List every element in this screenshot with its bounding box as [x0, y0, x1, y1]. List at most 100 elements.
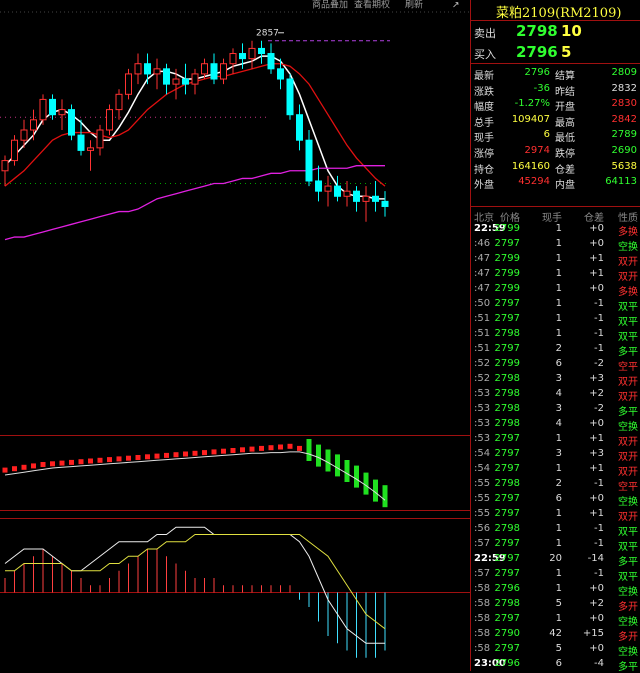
tick-cell: 42: [549, 628, 562, 639]
stat-row: 总手 109407 最高 2842: [471, 112, 640, 129]
stat-label: 总手: [474, 117, 494, 129]
stat-value: 2832: [611, 82, 637, 94]
indicator-dot: [202, 450, 207, 456]
tick-cell: 2797: [494, 568, 520, 579]
candle-body: [296, 114, 303, 141]
indicator-dot: [354, 465, 359, 488]
indicator-dot: [173, 452, 179, 458]
indicator-dot: [192, 450, 198, 456]
tick-cell: 1: [555, 568, 562, 579]
header-cell: 现手: [542, 213, 562, 224]
indicator-dot: [221, 448, 226, 454]
indicator-dot: [97, 457, 103, 463]
candle-body: [362, 195, 370, 202]
tick-cell: 2798: [494, 478, 520, 489]
tick-cell: 多平: [618, 662, 638, 673]
candle-body: [315, 180, 322, 192]
tick-cell: 空平: [618, 482, 638, 493]
candle-body: [68, 109, 75, 136]
candle-body: [172, 78, 180, 85]
candle-body: [153, 68, 161, 75]
toolbar-button[interactable]: 商品叠加: [312, 0, 348, 11]
tick-row: :58 2796 1 +0 空换: [471, 581, 640, 598]
title-row: 菜粕2109(RM2109): [471, 0, 640, 21]
indicator-dot: [50, 461, 55, 467]
candle-body: [324, 185, 332, 192]
candle-body: [163, 68, 170, 85]
tick-cell: 多开: [618, 602, 638, 613]
stat-value: 109407: [511, 113, 550, 125]
tick-cell: -1: [594, 298, 604, 309]
tick-row: :52 2799 6 -2 空平: [471, 356, 640, 373]
tick-cell: 2797: [494, 343, 520, 354]
candle-body: [134, 63, 142, 75]
tick-cell: :54: [474, 463, 491, 474]
tick-cell: 空换: [618, 497, 638, 508]
tick-cell: 2799: [494, 253, 520, 264]
tick-row: :50 2797 1 -1 双平: [471, 296, 640, 313]
tick-row: 23:00 2796 6 -4 多平: [471, 656, 640, 673]
candle-body: [248, 47, 256, 60]
tick-cell: 双开: [618, 257, 638, 268]
ask-row: 卖出 2798 10: [471, 21, 640, 42]
tick-cell: :53: [474, 433, 491, 444]
candle-body: [353, 190, 360, 202]
stat-label: 涨跌: [474, 86, 494, 98]
tick-cell: 2798: [494, 418, 520, 429]
bid-row: 买入 2796 5: [471, 42, 640, 64]
tick-cell: 4: [555, 418, 562, 429]
indicator-dot: [59, 460, 65, 466]
candle-body: [258, 47, 265, 55]
tick-row: :57 2797 1 -1 双平: [471, 566, 640, 583]
tick-cell: -2: [594, 403, 604, 414]
tick-row: :51 2798 1 -1 双平: [471, 326, 640, 343]
candle-body: [30, 119, 37, 131]
tick-cell: 2797: [494, 613, 520, 624]
tick-cell: 2797: [494, 508, 520, 519]
toolbar-button[interactable]: 刷新: [405, 0, 423, 11]
indicator-dot: [325, 449, 331, 472]
tick-cell: 2798: [494, 328, 520, 339]
tick-cell: 双开: [618, 512, 638, 523]
tick-cell: 1: [555, 523, 562, 534]
candle-body: [381, 200, 389, 207]
stat-label: 昨结: [555, 86, 575, 98]
high-label: 2857: [256, 28, 279, 38]
indicator-dot: [135, 455, 141, 460]
tick-cell: +0: [589, 283, 604, 294]
tick-cell: +15: [582, 628, 604, 639]
tick-cell: 20: [549, 553, 562, 564]
tick-row: :57 2797 1 -1 双平: [471, 536, 640, 553]
candle-body: [191, 73, 199, 85]
expand-icon[interactable]: ↗: [452, 1, 460, 11]
tick-cell: -2: [594, 358, 604, 369]
tick-cell: 2799: [494, 223, 520, 234]
candle-body: [277, 68, 284, 80]
tick-cell: 5: [555, 643, 562, 654]
tick-row: :46 2797 1 +0 空换: [471, 236, 640, 253]
toolbar-button[interactable]: 查看期权: [354, 0, 390, 11]
tick-cell: 2797: [494, 493, 520, 504]
tick-cell: 3: [555, 448, 562, 459]
moving-average: [4, 165, 385, 241]
tick-cell: 多平: [618, 557, 638, 568]
indicator-dot: [116, 456, 122, 462]
tick-cell: :56: [474, 523, 491, 534]
candle-body: [334, 185, 341, 197]
tick-cell: :54: [474, 448, 491, 459]
tick-cell: 1: [555, 313, 562, 324]
tick-cell: 1: [555, 613, 562, 624]
indicator-dot: [268, 445, 274, 451]
tick-cell: -14: [587, 553, 604, 564]
candle-body: [201, 63, 208, 75]
stat-row: 外盘 45294 内盘 64113: [471, 174, 640, 191]
stat-value: 2789: [611, 129, 637, 141]
tick-cell: 空平: [618, 362, 638, 373]
tick-cell: 2: [555, 478, 562, 489]
candle-body: [39, 98, 47, 121]
stat-value: 45294: [518, 176, 550, 188]
candle-body: [115, 93, 123, 111]
tick-cell: 4: [555, 388, 562, 399]
tick-cell: +3: [589, 448, 604, 459]
indicator-dot: [69, 459, 74, 465]
